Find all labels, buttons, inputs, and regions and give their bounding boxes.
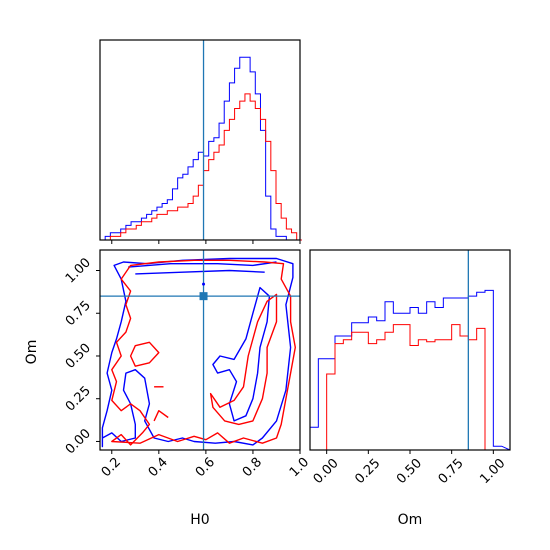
joint-truth-marker <box>199 292 208 301</box>
blue-top-band <box>128 261 277 268</box>
joint-sample-dot <box>202 282 206 286</box>
joint-y-tick-label: 0.75 <box>63 298 94 329</box>
joint-x-tick-label: 0.2 <box>99 455 124 480</box>
om-x-tick-label: 0.00 <box>311 456 342 487</box>
om-x-tick-label: 0.25 <box>352 456 383 487</box>
red-left-patch <box>129 341 160 367</box>
y-axis-label-om: Om <box>24 340 40 365</box>
h0-hist-frame <box>99 39 301 241</box>
om-hist-frame <box>309 249 511 451</box>
red-inner-contour <box>209 293 278 426</box>
h0-om-contour-panel: 0.2 0.4 0.6 0.8 1.0 0.00 0.25 0.50 0.75 1.00 <box>63 249 312 480</box>
om-histogram-panel: 0.00 0.25 0.50 0.75 1.00 <box>309 249 511 487</box>
blue-top-band-inner <box>135 269 265 275</box>
h0-histogram-panel <box>99 39 302 244</box>
joint-y-tick-label: 0.50 <box>63 341 94 372</box>
om-x-tick-label: 0.75 <box>436 456 467 487</box>
om-x-tick-label: 0.50 <box>394 456 425 487</box>
joint-x-tick-label: 0.8 <box>240 455 265 480</box>
red-small-patch <box>153 410 169 422</box>
joint-x-tick-label: 1.0 <box>287 455 312 480</box>
joint-frame <box>99 249 301 451</box>
joint-y-tick-label: 0.00 <box>63 426 94 457</box>
joint-x-tick-label: 0.6 <box>193 455 218 480</box>
red-outer-contour <box>111 259 296 446</box>
om-hist-blue <box>309 289 511 451</box>
x-axis-label-om: Om <box>398 512 423 528</box>
om-hist-red <box>310 324 510 451</box>
blue-outer-contour <box>101 257 294 448</box>
joint-y-tick-label: 1.00 <box>63 255 94 286</box>
blue-inner-contour <box>212 286 271 422</box>
om-x-tick-label: 1.00 <box>477 456 508 487</box>
h0-hist-blue <box>100 56 302 241</box>
x-axis-label-h0: H0 <box>190 512 209 528</box>
joint-x-tick-label: 0.4 <box>146 455 171 480</box>
joint-y-tick-label: 0.25 <box>63 384 94 415</box>
h0-hist-red <box>100 93 302 241</box>
